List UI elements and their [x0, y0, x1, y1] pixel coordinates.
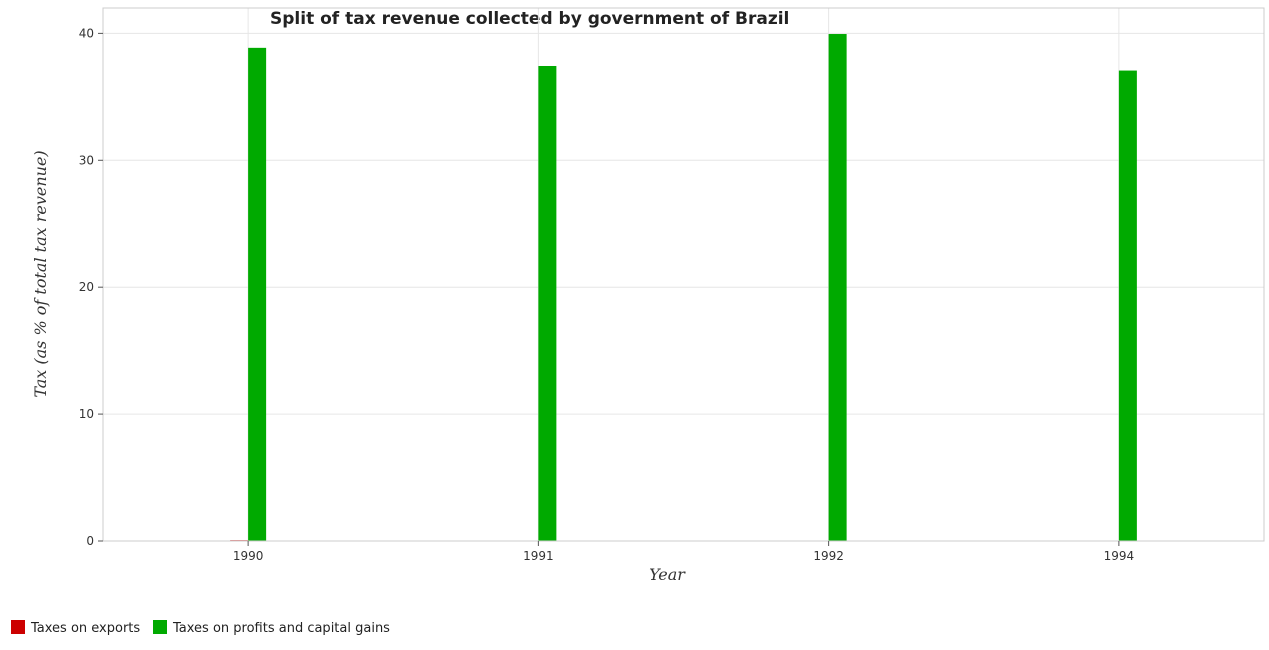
- y-axis-ticks: 0 10 20 30 40: [79, 26, 103, 548]
- legend-label: Taxes on exports: [30, 621, 140, 636]
- x-axis-label: Year: [649, 565, 686, 584]
- y-tick-label: 40: [79, 26, 94, 40]
- y-tick-label: 10: [79, 407, 94, 421]
- bar-taxes-on-profits-1990: [248, 47, 267, 542]
- legend-label: Taxes on profits and capital gains: [172, 621, 390, 636]
- plot-frame: [102, 7, 1265, 542]
- grid: [103, 8, 1264, 542]
- y-tick-label: 0: [86, 534, 94, 548]
- bar-taxes-on-profits-1991: [538, 65, 557, 541]
- y-axis-label: Tax (as % of total tax revenue): [31, 150, 50, 397]
- x-tick-label: 1994: [1104, 549, 1135, 563]
- x-tick-label: 1990: [233, 549, 264, 563]
- bar-taxes-on-profits-1992: [828, 34, 847, 542]
- legend-swatch: [11, 620, 25, 634]
- x-tick-label: 1992: [813, 549, 844, 563]
- y-tick-label: 30: [79, 153, 94, 167]
- y-tick-label: 20: [79, 280, 94, 294]
- bar-taxes-on-profits-1994: [1118, 70, 1137, 541]
- bars: [230, 34, 1137, 542]
- legend-swatch: [153, 620, 167, 634]
- legend: Taxes on exports Taxes on profits and cap…: [11, 620, 390, 636]
- x-axis-ticks: 1990 1991 1992 1994: [233, 541, 1134, 563]
- chart-title: Split of tax revenue collected by govern…: [270, 9, 789, 29]
- x-tick-label: 1991: [523, 549, 554, 563]
